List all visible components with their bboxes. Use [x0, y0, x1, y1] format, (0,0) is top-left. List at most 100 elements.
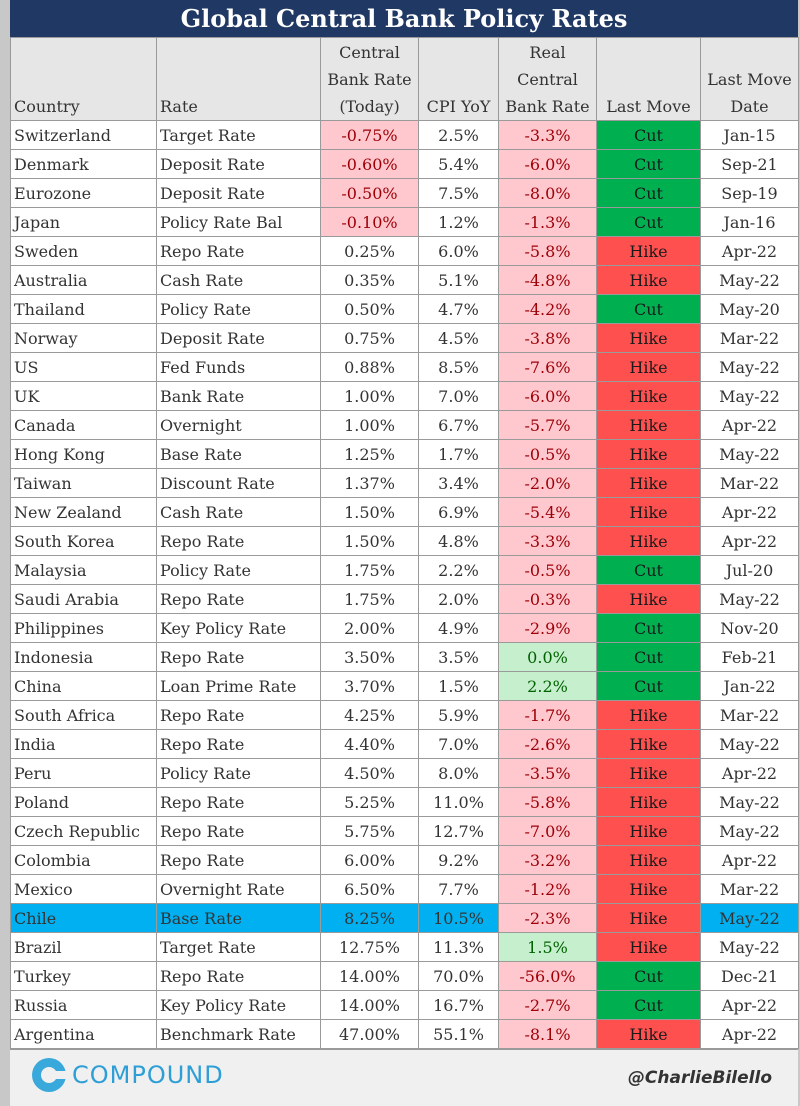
cell-real-rate: -2.3% — [498, 903, 597, 933]
cell-last-move: Hike — [596, 729, 701, 759]
cell-real-rate: -3.3% — [498, 526, 597, 556]
cell-rate-name: Repo Rate — [156, 816, 321, 846]
table-row: Japan Policy Rate Bal -0.10% 1.2% -1.3% Cut Ja… — [10, 207, 799, 237]
cell-last-move: Cut — [596, 961, 701, 991]
footer: COMPOUND @CharlieBilello — [10, 1049, 798, 1106]
cell-last-move-date: Apr-22 — [700, 1019, 799, 1049]
table-row: Poland Repo Rate 5.25% 11.0% -5.8% Hike May-22 — [10, 787, 799, 817]
cell-cb-rate: 4.50% — [320, 758, 419, 788]
cell-rate-name: Deposit Rate — [156, 149, 321, 179]
cell-cb-rate: 14.00% — [320, 961, 419, 991]
cell-cb-rate: 6.00% — [320, 845, 419, 875]
cell-cb-rate: 2.00% — [320, 613, 419, 643]
cell-cpi: 9.2% — [418, 845, 499, 875]
header-rate: Rate — [156, 37, 321, 121]
cell-real-rate: -5.7% — [498, 410, 597, 440]
cell-last-move: Hike — [596, 410, 701, 440]
cell-last-move: Cut — [596, 178, 701, 208]
cell-last-move: Hike — [596, 236, 701, 266]
cell-last-move: Hike — [596, 903, 701, 933]
table-row: New Zealand Cash Rate 1.50% 6.9% -5.4% Hike Ap… — [10, 497, 799, 527]
cell-rate-name: Policy Rate — [156, 294, 321, 324]
cell-country: Chile — [10, 903, 157, 933]
header-real-line2: Central — [517, 70, 578, 89]
cell-country: Japan — [10, 207, 157, 237]
cell-country: New Zealand — [10, 497, 157, 527]
table-row: China Loan Prime Rate 3.70% 1.5% 2.2% Cut Jan-… — [10, 671, 799, 701]
cell-cpi: 7.0% — [418, 729, 499, 759]
table-row: Thailand Policy Rate 0.50% 4.7% -4.2% Cut May-… — [10, 294, 799, 324]
cell-last-move: Cut — [596, 149, 701, 179]
cell-cpi: 6.0% — [418, 236, 499, 266]
header-real-rate: Real Central Bank Rate — [498, 37, 597, 121]
cell-last-move-date: May-22 — [700, 439, 799, 469]
cell-cpi: 12.7% — [418, 816, 499, 846]
cell-cpi: 5.4% — [418, 149, 499, 179]
cell-last-move-date: Sep-19 — [700, 178, 799, 208]
cell-cb-rate: 1.50% — [320, 526, 419, 556]
cell-country: US — [10, 352, 157, 382]
cell-rate-name: Key Policy Rate — [156, 613, 321, 643]
cell-rate-name: Deposit Rate — [156, 178, 321, 208]
cell-real-rate: -0.3% — [498, 584, 597, 614]
cell-last-move: Hike — [596, 845, 701, 875]
cell-last-move-date: Nov-20 — [700, 613, 799, 643]
header-cb-rate-line1: Central — [339, 43, 400, 62]
cell-country: Australia — [10, 265, 157, 295]
cell-cpi: 7.0% — [418, 381, 499, 411]
header-cb-rate-line2: Bank Rate — [327, 70, 412, 89]
header-country: Country — [10, 37, 157, 121]
cell-cpi: 8.5% — [418, 352, 499, 382]
cell-last-move: Hike — [596, 584, 701, 614]
cell-rate-name: Base Rate — [156, 903, 321, 933]
cell-last-move-date: Dec-21 — [700, 961, 799, 991]
cell-rate-name: Target Rate — [156, 932, 321, 962]
cell-last-move-date: Mar-22 — [700, 874, 799, 904]
cell-last-move-date: May-22 — [700, 932, 799, 962]
header-date-line1: Last Move — [707, 70, 792, 89]
table-row: Taiwan Discount Rate 1.37% 3.4% -2.0% Hike Mar… — [10, 468, 799, 498]
cell-last-move-date: Mar-22 — [700, 323, 799, 353]
cell-cb-rate: 0.50% — [320, 294, 419, 324]
cell-last-move: Cut — [596, 990, 701, 1020]
cell-rate-name: Fed Funds — [156, 352, 321, 382]
cell-cpi: 1.5% — [418, 671, 499, 701]
header-cpi: CPI YoY — [418, 37, 499, 121]
cell-last-move-date: Mar-22 — [700, 468, 799, 498]
cell-real-rate: -2.0% — [498, 468, 597, 498]
cell-last-move-date: Feb-21 — [700, 642, 799, 672]
cell-last-move: Hike — [596, 381, 701, 411]
cell-cb-rate: 0.25% — [320, 236, 419, 266]
cell-cb-rate: -0.10% — [320, 207, 419, 237]
cell-last-move-date: May-22 — [700, 381, 799, 411]
logo-text: COMPOUND — [72, 1061, 224, 1089]
cell-cpi: 70.0% — [418, 961, 499, 991]
table-row: Switzerland Target Rate -0.75% 2.5% -3.3% Cut… — [10, 120, 799, 150]
cell-rate-name: Policy Rate — [156, 758, 321, 788]
cell-rate-name: Cash Rate — [156, 497, 321, 527]
cell-last-move-date: May-22 — [700, 787, 799, 817]
cell-last-move: Hike — [596, 816, 701, 846]
cell-rate-name: Overnight — [156, 410, 321, 440]
cell-last-move-date: Apr-22 — [700, 845, 799, 875]
cell-cpi: 55.1% — [418, 1019, 499, 1049]
table-row: Saudi Arabia Repo Rate 1.75% 2.0% -0.3% Hike M… — [10, 584, 799, 614]
cell-cb-rate: 0.88% — [320, 352, 419, 382]
table-row: Hong Kong Base Rate 1.25% 1.7% -0.5% Hike May-… — [10, 439, 799, 469]
cell-last-move-date: Mar-22 — [700, 700, 799, 730]
cell-cpi: 6.9% — [418, 497, 499, 527]
cell-cb-rate: 1.00% — [320, 410, 419, 440]
cell-last-move: Hike — [596, 787, 701, 817]
cell-last-move-date: Jul-20 — [700, 555, 799, 585]
cell-last-move-date: Apr-22 — [700, 990, 799, 1020]
cell-cpi: 1.2% — [418, 207, 499, 237]
cell-last-move-date: May-22 — [700, 729, 799, 759]
header-last-move-date: Last Move Date — [700, 37, 799, 121]
table-row: Mexico Overnight Rate 6.50% 7.7% -1.2% Hike Ma… — [10, 874, 799, 904]
table-title: Global Central Bank Policy Rates — [10, 0, 798, 37]
author-handle: @CharlieBilello — [627, 1068, 772, 1088]
cell-country: Argentina — [10, 1019, 157, 1049]
cell-cb-rate: 0.35% — [320, 265, 419, 295]
cell-last-move-date: Jan-16 — [700, 207, 799, 237]
cell-cb-rate: 14.00% — [320, 990, 419, 1020]
